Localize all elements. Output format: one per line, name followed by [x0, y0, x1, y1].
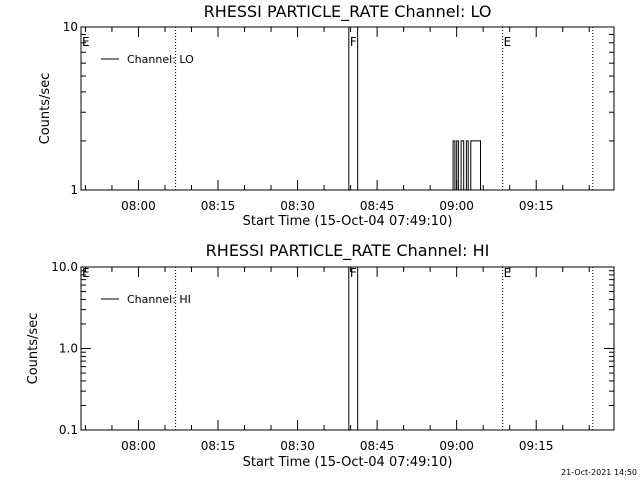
x-tick-label: 08:00: [121, 439, 156, 453]
x-tick-label: 08:00: [121, 199, 156, 213]
chart-title: RHESSI PARTICLE_RATE Channel: LO: [204, 2, 492, 22]
eclipse-marker-label: E: [504, 35, 512, 49]
flag-marker-label: F: [350, 35, 357, 49]
x-tick-label: 08:30: [280, 439, 315, 453]
y-tick-label: 1.0: [59, 342, 78, 356]
x-tick-label: 08:45: [360, 199, 395, 213]
legend-label: Channel: LO: [127, 53, 194, 66]
y-axis-label: Counts/sec: [38, 73, 53, 145]
x-tick-label: 09:00: [439, 199, 474, 213]
x-tick-label: 08:15: [201, 199, 236, 213]
y-tick-label: 1: [70, 183, 78, 197]
lo-channel-panel: RHESSI PARTICLE_RATE Channel: LO Start Ti…: [38, 2, 615, 229]
x-tick-label: 08:45: [360, 439, 395, 453]
y-tick-label: 10: [63, 20, 78, 34]
eclipse-marker-label: E: [82, 35, 90, 49]
chart-title: RHESSI PARTICLE_RATE Channel: HI: [206, 241, 490, 261]
series-line: [452, 140, 481, 191]
legend-label: Channel: HI: [127, 293, 191, 306]
x-axis-label: Start Time (15-Oct-04 07:49:10): [243, 214, 453, 229]
x-tick-label: 09:15: [519, 439, 554, 453]
x-tick-label: 08:15: [201, 439, 236, 453]
eclipse-marker-label: E: [82, 266, 90, 280]
plot-frame: [80, 26, 615, 191]
flag-marker-label: F: [350, 266, 357, 280]
y-axis-label: Counts/sec: [26, 313, 41, 385]
x-tick-label: 08:30: [280, 199, 315, 213]
eclipse-marker-label: E: [504, 266, 512, 280]
x-axis-label: Start Time (15-Oct-04 07:49:10): [243, 455, 453, 470]
x-tick-label: 09:00: [439, 439, 474, 453]
y-tick-label: 0.1: [59, 423, 78, 437]
y-tick-label: 10.0: [51, 260, 78, 274]
hi-channel-panel: RHESSI PARTICLE_RATE Channel: HI Start Ti…: [26, 241, 615, 470]
x-tick-label: 09:15: [519, 199, 554, 213]
footer-timestamp: 21-Oct-2021 14:50: [561, 468, 637, 477]
